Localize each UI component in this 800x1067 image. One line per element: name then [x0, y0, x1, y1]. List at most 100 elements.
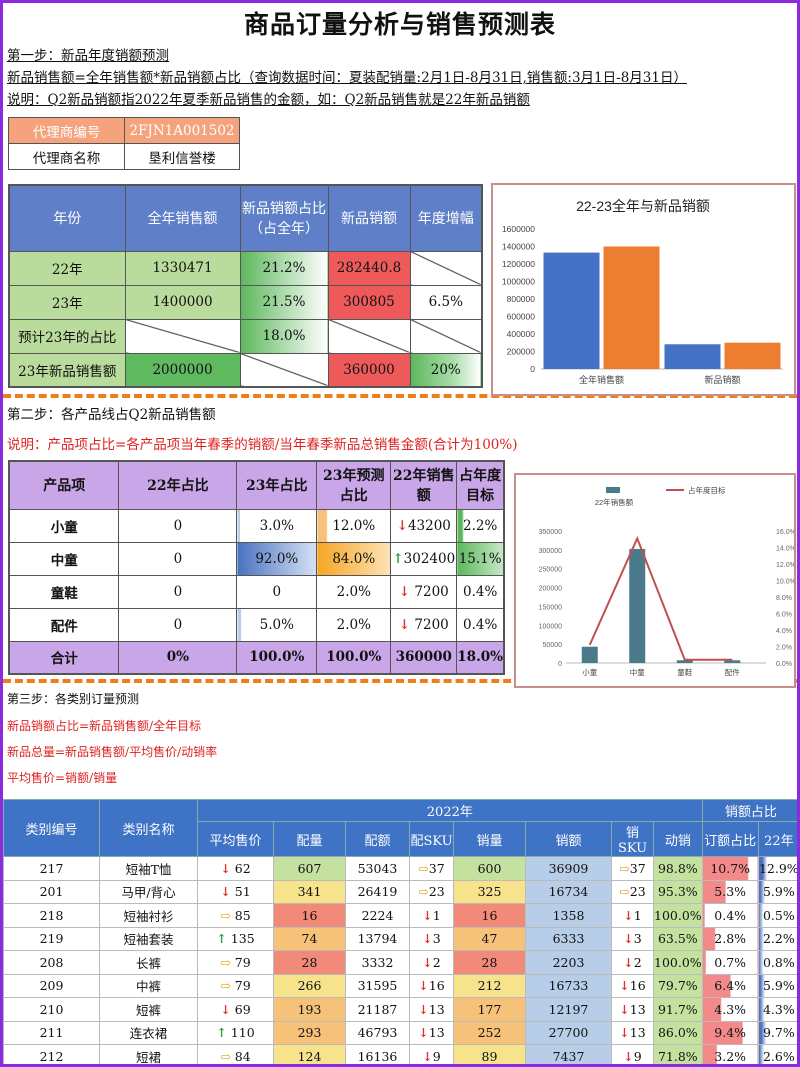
cat-cell: 193: [273, 997, 346, 1022]
prod-cell: 5.0%: [236, 607, 318, 642]
cat-cell: 5.3%: [701, 879, 759, 904]
prod-cell: 0.4%: [456, 607, 505, 642]
table-row: 218 短袖衬衫 ⇨ 85 16 2224 ↓1 16 1358 ↓1 100.0% 0.4% 0.5…: [3, 903, 797, 928]
cat-cell: 4.3%: [701, 997, 759, 1022]
cat-cell: ↓13: [611, 1020, 654, 1045]
cat-cell: 3.2%: [701, 1044, 759, 1064]
cat-cell: 9.4%: [701, 1020, 759, 1045]
chart-title: 22-23全年与新品销额: [576, 198, 710, 214]
cat-cell: 16734: [525, 879, 612, 904]
cat-cell: 91.7%: [653, 997, 703, 1022]
sales-cell: 20%: [409, 352, 483, 388]
cat-subheader: 配额: [345, 821, 410, 857]
cat-header-share: 销额占比: [701, 799, 797, 822]
agent-name-label: 代理商名称: [8, 143, 125, 170]
prod-total: 18.0%: [456, 640, 505, 675]
cat-cell: 209: [3, 973, 100, 998]
cat-cell: ↓ 62: [197, 856, 274, 881]
prod-cell: 2.2%: [456, 508, 505, 543]
cat-cell: 218: [3, 903, 100, 928]
cat-header-2022: 2022年: [197, 799, 703, 822]
table-row: 208 长裤 ⇨ 79 28 3332 ↓2 28 2203 ↓2 100.0% 0.7% 0.8%: [3, 950, 797, 975]
cat-subheader: 动销: [653, 821, 703, 857]
step3-formula-1: 新品销额占比=新品销售额/全年目标: [7, 719, 202, 733]
cat-cell: 100.0%: [653, 903, 703, 928]
y2-tick-label: 14.0%: [776, 546, 794, 553]
legend-label: 占年度目标: [688, 485, 726, 495]
sales-cell: [327, 318, 411, 354]
prod-cell: 84.0%: [316, 541, 392, 576]
agent-info-table: 代理商编号 2FJN1A001502 代理商名称 垦利信誉楼: [8, 117, 240, 170]
cat-cell: 607: [273, 856, 346, 881]
sales-header: 新品销额: [327, 184, 411, 252]
sales-cell: 18.0%: [239, 318, 329, 354]
prod-cell: 2.0%: [316, 574, 392, 609]
cat-cell: 16: [273, 903, 346, 928]
prod-cell: 2.0%: [316, 607, 392, 642]
cat-cell: 79.7%: [653, 973, 703, 998]
prod-header: 产品项: [8, 460, 120, 510]
sales-cell: 360000: [327, 352, 411, 388]
chart-2: 22年销售额 占年度目标 350000 300000 250000 200000 15000…: [514, 473, 796, 688]
prod-cell: ↑302400: [390, 541, 458, 576]
cat-cell: 36909: [525, 856, 612, 881]
y-tick-label: 600000: [507, 312, 536, 322]
cat-cell: 12.9%: [757, 856, 797, 881]
cat-cell: 中裤: [99, 973, 198, 998]
y2-tick-label: 10.0%: [776, 579, 794, 586]
cat-cell: 5.9%: [757, 973, 797, 998]
cat-cell: 马甲/背心: [99, 879, 198, 904]
cat-cell: 0.4%: [701, 903, 759, 928]
prod-cell: 12.0%: [316, 508, 392, 543]
step1-heading: 第一步：新品年度销额预测: [7, 48, 169, 64]
chart-2-svg: 22年销售额 占年度目标 350000 300000 250000 200000 15000…: [539, 485, 796, 677]
cat-cell: 293: [273, 1020, 346, 1045]
cat-cell: 16136: [345, 1044, 410, 1064]
prod-cell: 0: [118, 508, 238, 543]
cat-cell: 266: [273, 973, 346, 998]
table-row: 211 连衣裙 ↑ 110 293 46793 ↓13 252 27700 ↓13 86.0% 9.…: [3, 1020, 797, 1045]
y-tick-label: 400000: [507, 329, 536, 339]
y-tick-label: 100000: [539, 623, 562, 630]
y2-tick-label: 2.0%: [776, 645, 792, 652]
sales-cell: 1330471: [124, 250, 241, 286]
sales-cell: 282440.8: [327, 250, 411, 286]
cat-cell: 89: [453, 1044, 526, 1064]
y-tick-label: 1000000: [502, 277, 535, 287]
cat-cell: ↓2: [611, 950, 654, 975]
cat-cell: 7437: [525, 1044, 612, 1064]
sales-cell: 2000000: [124, 352, 241, 388]
sales-table: 年份 全年销售额 新品销额占比（占全年） 新品销额 年度增幅 22年 13304…: [8, 184, 483, 388]
step3-heading: 第三步：各类别订量预测: [7, 692, 140, 706]
prod-cell: 配件: [8, 607, 120, 642]
cat-cell: ↓1: [409, 903, 454, 928]
bar: [724, 342, 781, 369]
table-row: 219 短袖套装 ↑ 135 74 13794 ↓3 47 6333 ↓3 63.5% 2.8% 2.…: [3, 926, 797, 951]
prod-header: 占年度目标: [456, 460, 505, 510]
cat-cell: 短袖套装: [99, 926, 198, 951]
prod-cell: 0: [118, 607, 238, 642]
cat-cell: 219: [3, 926, 100, 951]
cat-cell: 短裙: [99, 1044, 198, 1064]
cat-subheader: 订额占比: [701, 821, 759, 857]
cat-cell: ⇨23: [611, 879, 654, 904]
y2-tick-label: 8.0%: [776, 595, 792, 602]
legend-label: 22年销售额: [595, 497, 634, 507]
prod-cell: 0: [118, 574, 238, 609]
sales-header: 新品销额占比（占全年）: [239, 184, 329, 252]
bar: [603, 246, 660, 369]
cat-cell: ⇨37: [611, 856, 654, 881]
sales-cell: 23年: [8, 284, 126, 320]
prod-total: 100.0%: [236, 640, 318, 675]
cat-cell: 217: [3, 856, 100, 881]
cat-cell: ↓9: [409, 1044, 454, 1064]
x-tick-label: 全年销售额: [579, 374, 624, 385]
sales-cell: 1400000: [124, 284, 241, 320]
prod-cell: ↓43200: [390, 508, 458, 543]
cat-header-code: 类别编号: [3, 799, 100, 857]
table-row: 201 马甲/背心 ↓ 51 341 26419 ⇨23 325 16734 ⇨23 95.3% 5…: [3, 879, 797, 904]
bar: [724, 660, 741, 663]
cat-cell: ↓3: [611, 926, 654, 951]
sales-cell: [409, 318, 483, 354]
